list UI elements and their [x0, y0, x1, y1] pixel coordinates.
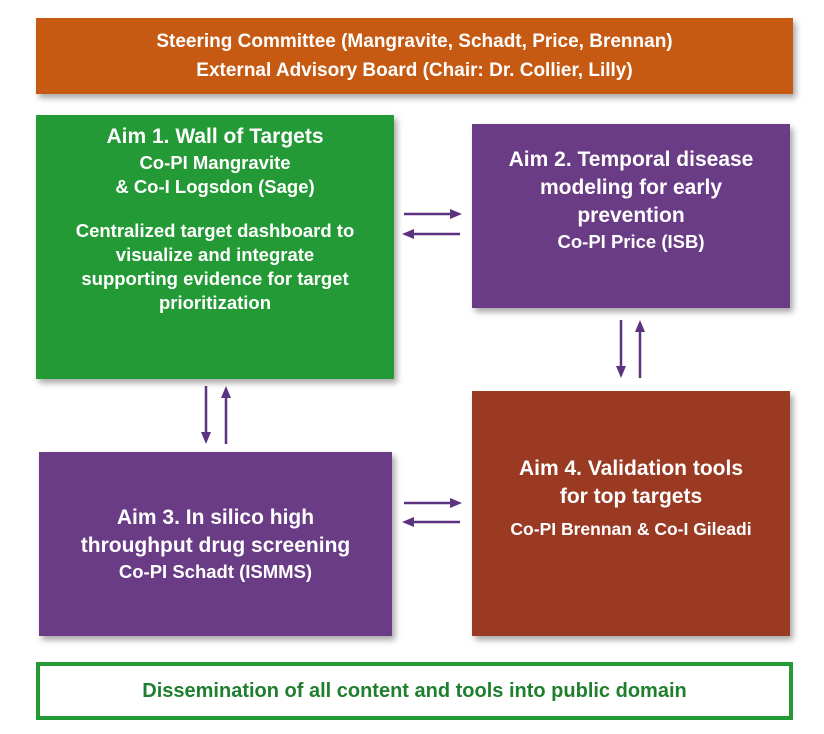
arrow-aim3-to-aim1: [221, 386, 231, 444]
aim1-lead-2: & Co-I Logsdon (Sage): [115, 176, 315, 197]
footer-text: Dissemination of all content and tools i…: [142, 679, 687, 702]
arrow-aim1-to-aim2: [404, 209, 462, 219]
aim2-title-line: Aim 2. Temporal disease: [508, 148, 754, 171]
aim3-lead: Co-PI Schadt (ISMMS): [118, 561, 313, 582]
aim1-desc-line: supporting evidence for target: [81, 268, 349, 289]
aim4-title-line: Aim 4. Validation tools: [518, 457, 744, 480]
aim1-lead-1: Co-PI Mangravite: [139, 152, 291, 173]
aim1-desc-line: Centralized target dashboard to: [75, 220, 355, 241]
arrow-aim1-to-aim3: [201, 386, 211, 444]
arrow-aim2-to-aim4: [616, 320, 626, 378]
aim2-title-line: prevention: [577, 204, 685, 227]
aim3-title-line: Aim 3. In silico high: [116, 506, 315, 529]
arrow-aim4-to-aim2: [635, 320, 645, 378]
dissemination-box: Dissemination of all content and tools i…: [36, 662, 793, 720]
steering-committee-box: Steering Committee (Mangravite, Schadt, …: [36, 18, 793, 94]
aim3-box: Aim 3. In silico high throughput drug sc…: [39, 452, 392, 636]
aim1-desc-line: prioritization: [158, 292, 272, 313]
header-line-1: Steering Committee (Mangravite, Schadt, …: [156, 31, 673, 52]
aim1-desc-line: visualize and integrate: [115, 244, 315, 265]
aim2-title-line: modeling for early: [539, 176, 723, 199]
aim1-title: Aim 1. Wall of Targets: [106, 125, 324, 148]
aim1-box: Aim 1. Wall of Targets Co-PI Mangravite …: [36, 115, 394, 379]
arrow-aim2-to-aim1: [402, 229, 460, 239]
arrow-aim3-to-aim4: [404, 498, 462, 508]
aim4-title-line: for top targets: [559, 485, 703, 508]
aim3-title-line: throughput drug screening: [80, 534, 351, 557]
aim4-box: Aim 4. Validation tools for top targets …: [472, 391, 790, 636]
aim2-box: Aim 2. Temporal disease modeling for ear…: [472, 124, 790, 308]
aim2-lead: Co-PI Price (ISB): [557, 231, 705, 252]
arrow-aim4-to-aim3: [402, 517, 460, 527]
aim4-lead: Co-PI Brennan & Co-I Gileadi: [510, 519, 752, 539]
header-line-2: External Advisory Board (Chair: Dr. Coll…: [196, 60, 633, 81]
